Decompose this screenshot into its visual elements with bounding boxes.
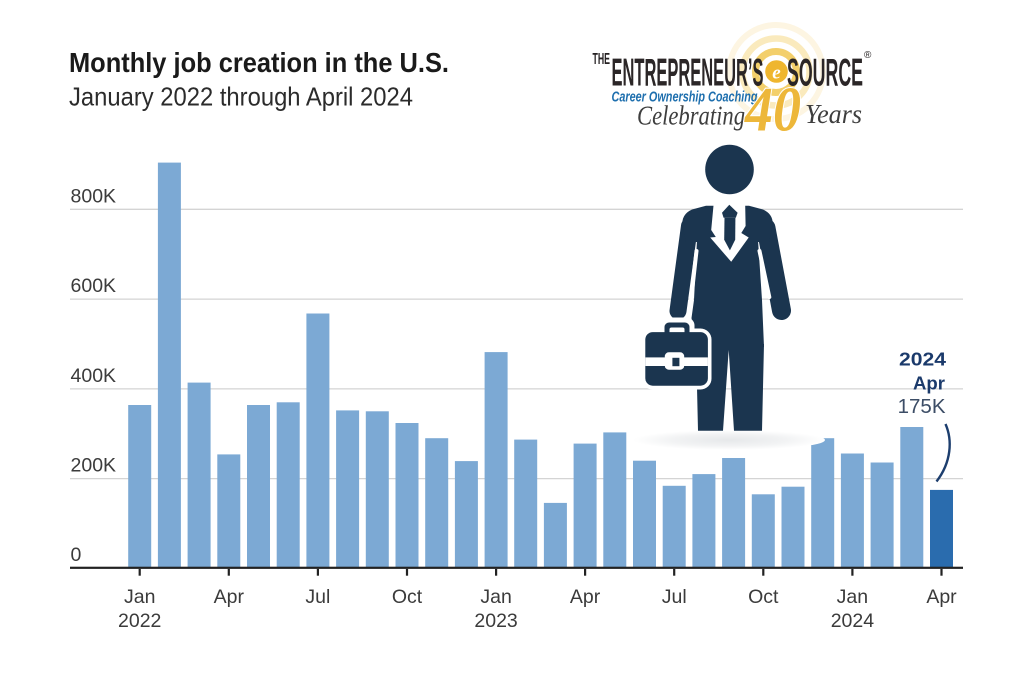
svg-text:e: e — [772, 63, 781, 84]
svg-text:Oct: Oct — [392, 586, 423, 608]
svg-text:175K: 175K — [898, 395, 946, 418]
svg-text:ENTREPRENEUR’S: ENTREPRENEUR’S — [612, 52, 764, 95]
svg-text:Jan: Jan — [480, 586, 511, 608]
svg-text:800K: 800K — [71, 185, 117, 207]
svg-text:2024: 2024 — [831, 610, 875, 632]
svg-text:2023: 2023 — [474, 610, 517, 632]
svg-text:Apr: Apr — [913, 374, 945, 394]
svg-text:Career Ownership Coaching: Career Ownership Coaching — [612, 90, 758, 106]
svg-text:200K: 200K — [71, 455, 117, 477]
svg-text:Apr: Apr — [570, 586, 601, 608]
svg-text:Celebrating: Celebrating — [637, 101, 745, 131]
svg-text:2024: 2024 — [899, 350, 946, 370]
svg-text:THE: THE — [593, 51, 611, 68]
svg-text:Jul: Jul — [305, 586, 330, 608]
svg-text:Apr: Apr — [214, 586, 245, 608]
svg-text:Monthly job creation in the U.: Monthly job creation in the U.S. — [69, 47, 449, 78]
svg-text:SOURCE: SOURCE — [787, 52, 863, 95]
svg-text:Jul: Jul — [662, 586, 687, 608]
svg-text:400K: 400K — [71, 365, 117, 387]
svg-text:0: 0 — [71, 544, 82, 566]
svg-text:January 2022 through April 202: January 2022 through April 2024 — [69, 82, 413, 112]
svg-text:®: ® — [864, 50, 872, 61]
svg-text:Jan: Jan — [837, 586, 868, 608]
svg-text:Years: Years — [805, 99, 862, 129]
svg-text:Jan: Jan — [124, 586, 155, 608]
svg-text:2022: 2022 — [118, 610, 161, 632]
svg-text:40: 40 — [744, 75, 801, 145]
svg-text:Apr: Apr — [926, 586, 957, 608]
svg-text:Oct: Oct — [748, 586, 779, 608]
svg-text:600K: 600K — [71, 275, 117, 297]
